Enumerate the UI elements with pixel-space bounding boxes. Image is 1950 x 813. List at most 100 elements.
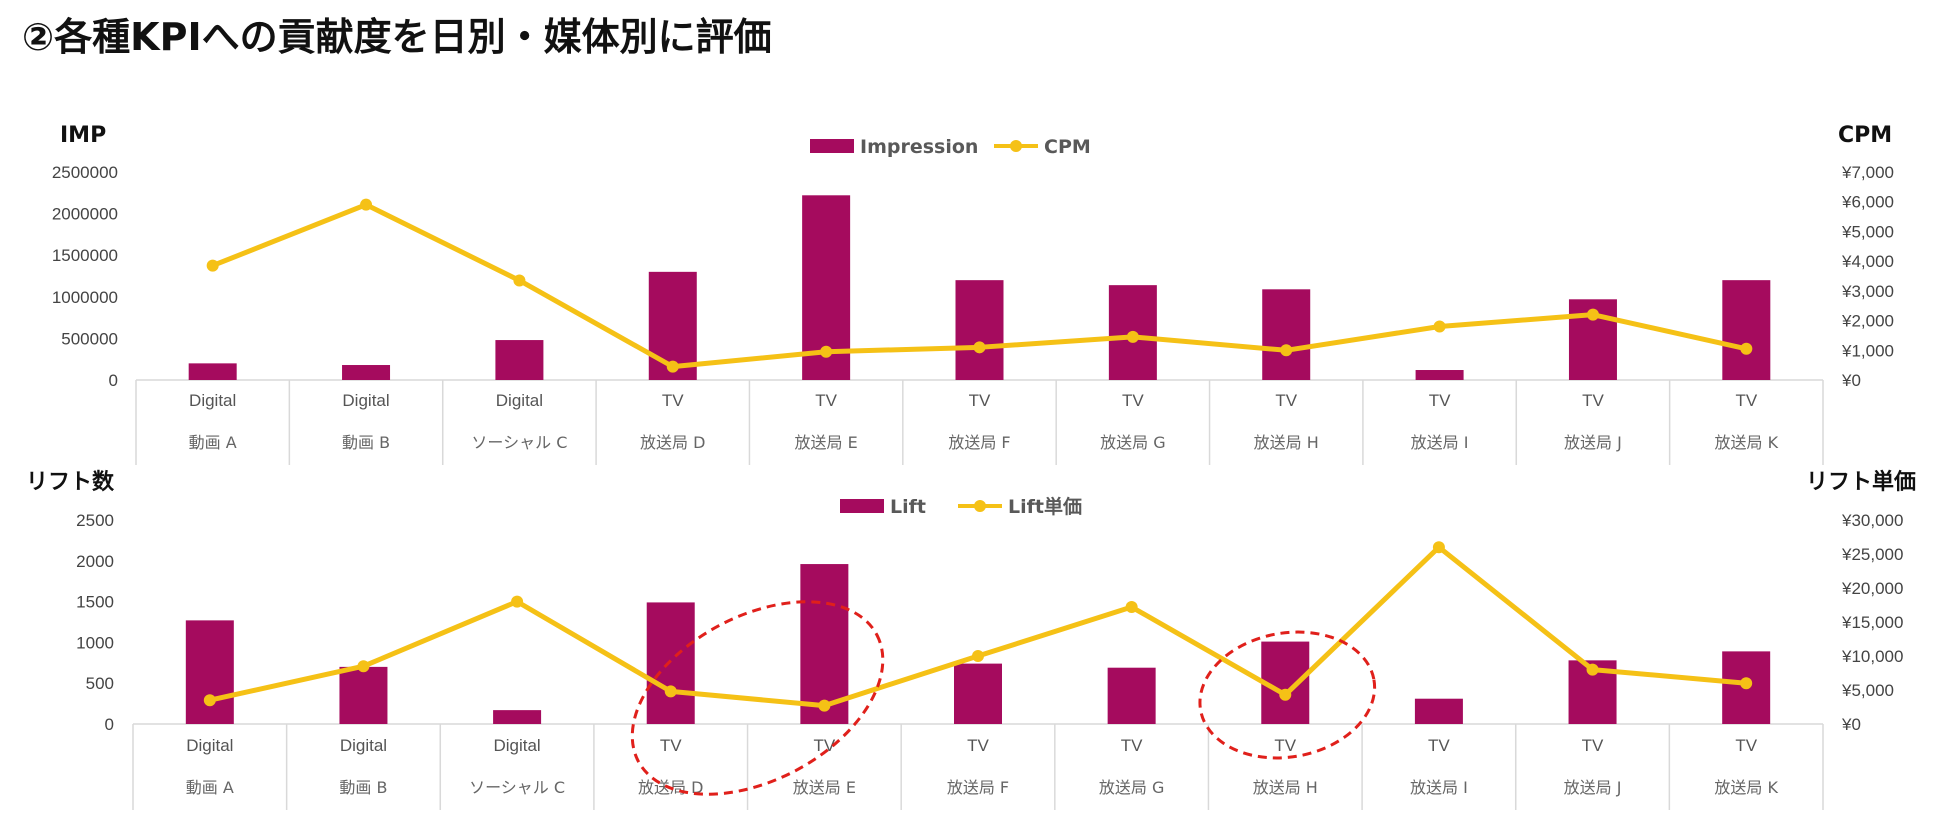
category-group-label: TV (967, 736, 989, 755)
line-point (973, 341, 986, 354)
annotation-ellipse (630, 600, 885, 796)
line-point (511, 595, 524, 608)
legend-bar-swatch (840, 499, 884, 513)
category-label: 動画 A (189, 433, 237, 452)
y-tick-label: 1500 (76, 593, 114, 612)
line-point (1586, 663, 1599, 676)
category-group-label: TV (1429, 391, 1451, 410)
category-group-label: Digital (189, 391, 236, 410)
y2-tick-label: ¥4,000 (1841, 252, 1894, 271)
category-group-label: TV (813, 736, 835, 755)
category-group-label: TV (815, 391, 837, 410)
y2-tick-label: ¥0 (1841, 371, 1861, 390)
page-title: ②各種KPIへの貢献度を日別・媒体別に評価 (22, 15, 772, 59)
bar (493, 710, 542, 724)
category-group-label: TV (1274, 736, 1296, 755)
y2-tick-label: ¥0 (1841, 715, 1861, 734)
y-tick-label: 500 (86, 674, 114, 693)
category-group-label: TV (1582, 736, 1604, 755)
line-point (1125, 601, 1138, 614)
y-tick-label: 0 (105, 715, 114, 734)
category-group-label: Digital (496, 391, 543, 410)
category-group-label: TV (1735, 391, 1757, 410)
legend-line-marker (974, 500, 986, 512)
y2-tick-label: ¥7,000 (1841, 163, 1894, 182)
y-tick-label: 2000000 (52, 205, 118, 224)
line-point (360, 198, 373, 211)
line-point (664, 685, 677, 698)
y-tick-label: 1000000 (52, 288, 118, 307)
bar (1415, 370, 1464, 380)
legend-bar-swatch (810, 139, 854, 153)
y2-tick-label: ¥6,000 (1841, 193, 1894, 212)
category-group-label: TV (1735, 736, 1757, 755)
bar (1107, 667, 1156, 724)
category-group-label: Digital (340, 736, 387, 755)
bar (185, 620, 234, 724)
category-group-label: TV (1582, 391, 1604, 410)
line-point (357, 660, 370, 673)
line-point (820, 345, 833, 358)
line-point (1740, 677, 1753, 690)
impression-cpm-chart: IMP CPM 0 500000 1000000 1500000 2000000 250000… (52, 123, 1894, 465)
category-label: 放送局 F (948, 433, 1010, 452)
line-point (666, 360, 679, 373)
annotation-ellipse (1198, 630, 1377, 760)
category-label: 放送局 E (795, 433, 858, 452)
category-group-label: Digital (186, 736, 233, 755)
bar (339, 666, 388, 724)
bar (646, 602, 695, 724)
legend-bar-label: Lift (890, 496, 926, 518)
bar (800, 564, 849, 724)
category-group-label: TV (1428, 736, 1450, 755)
category-label: 放送局 D (640, 433, 705, 452)
legend-line-label: CPM (1044, 136, 1091, 158)
category-label: 動画 B (339, 778, 387, 797)
bar (495, 340, 544, 380)
line-point (1126, 330, 1139, 343)
category-label: 放送局 K (1715, 433, 1779, 452)
y2-tick-label: ¥2,000 (1841, 312, 1894, 331)
y-tick-label: 2500000 (52, 163, 118, 182)
y-axis-title: リフト数 (26, 469, 115, 495)
line-point (1586, 308, 1599, 321)
category-label: 放送局 H (1254, 433, 1319, 452)
y-tick-label: 1500000 (52, 246, 118, 265)
category-label: 放送局 E (793, 778, 856, 797)
y2-axis-title: リフト単価 (1806, 469, 1916, 495)
category-label: 放送局 G (1100, 433, 1166, 452)
y2-tick-label: ¥3,000 (1841, 282, 1894, 301)
y-tick-label: 500000 (61, 329, 118, 348)
category-group-label: Digital (342, 391, 389, 410)
category-label: 放送局 H (1253, 778, 1318, 797)
line-point (1280, 344, 1293, 357)
bar (1722, 280, 1771, 380)
y-tick-label: 2500 (76, 511, 114, 530)
y2-tick-label: ¥10,000 (1841, 647, 1903, 666)
bar (342, 365, 391, 380)
y2-tick-label: ¥25,000 (1841, 545, 1903, 564)
category-label: 放送局 I (1410, 778, 1468, 797)
category-label: 放送局 G (1099, 778, 1165, 797)
category-label: 放送局 I (1411, 433, 1469, 452)
category-label: 放送局 J (1564, 433, 1622, 452)
y2-tick-label: ¥5,000 (1841, 222, 1894, 241)
category-label: ソーシャル C (469, 778, 565, 797)
bar (188, 363, 237, 380)
category-label: 放送局 J (1564, 778, 1622, 797)
category-label: 動画 A (186, 778, 234, 797)
line-point (972, 650, 984, 662)
line-point (1279, 688, 1292, 701)
y2-tick-label: ¥1,000 (1841, 341, 1894, 360)
category-group-label: TV (662, 391, 684, 410)
category-group-label: Digital (493, 736, 540, 755)
category-group-label: TV (1121, 736, 1143, 755)
line-point (206, 259, 219, 272)
y-tick-label: 0 (109, 371, 118, 390)
line-point (818, 699, 831, 712)
y-tick-label: 2000 (76, 552, 114, 571)
line-point (1740, 342, 1753, 355)
legend-line-marker (1010, 140, 1022, 152)
category-group-label: TV (660, 736, 682, 755)
